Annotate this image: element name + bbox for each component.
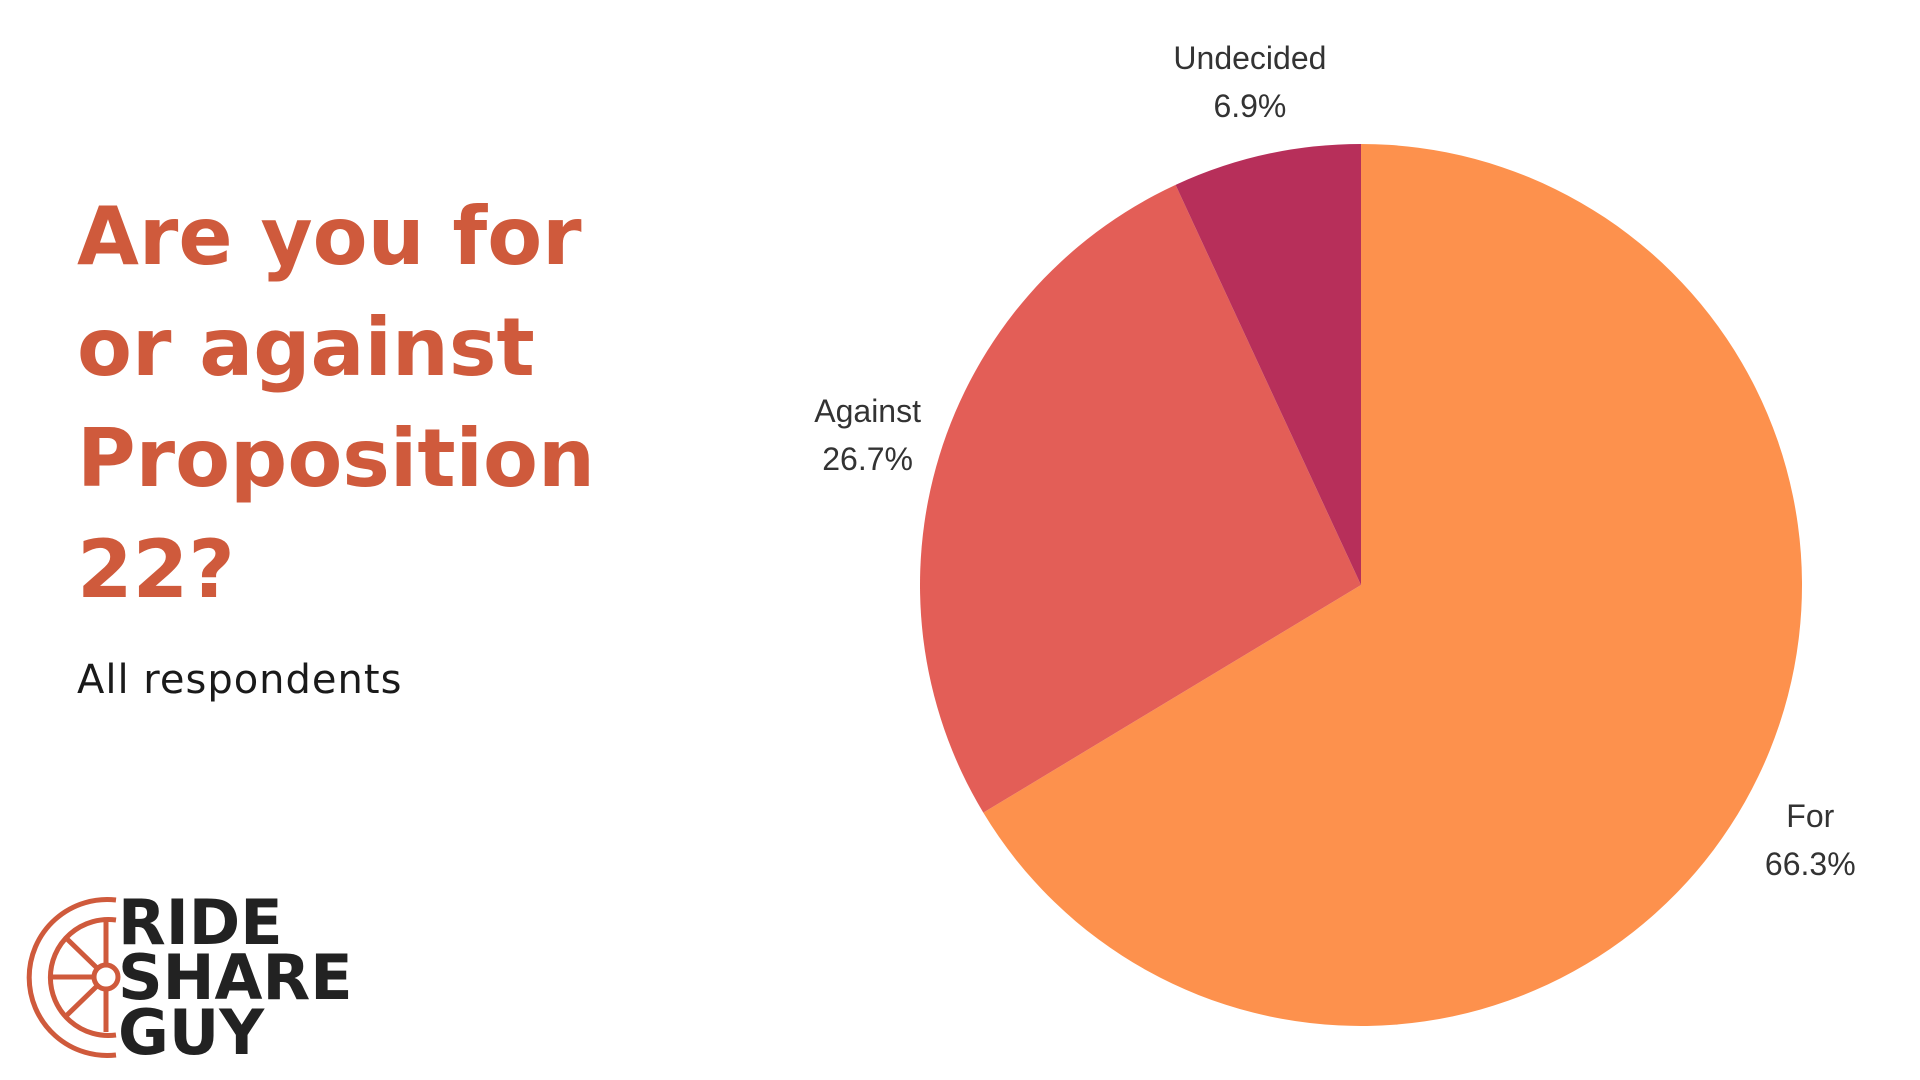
pie-slice [920,184,1361,813]
slice-label: Against [814,393,921,429]
slice-value-label: 66.3% [1765,846,1856,882]
chart-subtitle: All respondents [77,657,402,703]
pie-slice [1175,144,1361,585]
chart-title: Are you for or against Proposition 22? [77,190,595,616]
logo-wheel [26,897,121,1058]
slice-value-label: 6.9% [1213,88,1286,124]
slice-value-label: 26.7% [822,441,913,477]
slice-label: For [1786,798,1834,834]
slice-label: Undecided [1173,40,1326,76]
logo-text: GUY [118,996,265,1069]
logo-text: RIDE [118,886,283,959]
pie-slice [983,144,1803,1026]
logo-text: SHARE [118,941,353,1014]
